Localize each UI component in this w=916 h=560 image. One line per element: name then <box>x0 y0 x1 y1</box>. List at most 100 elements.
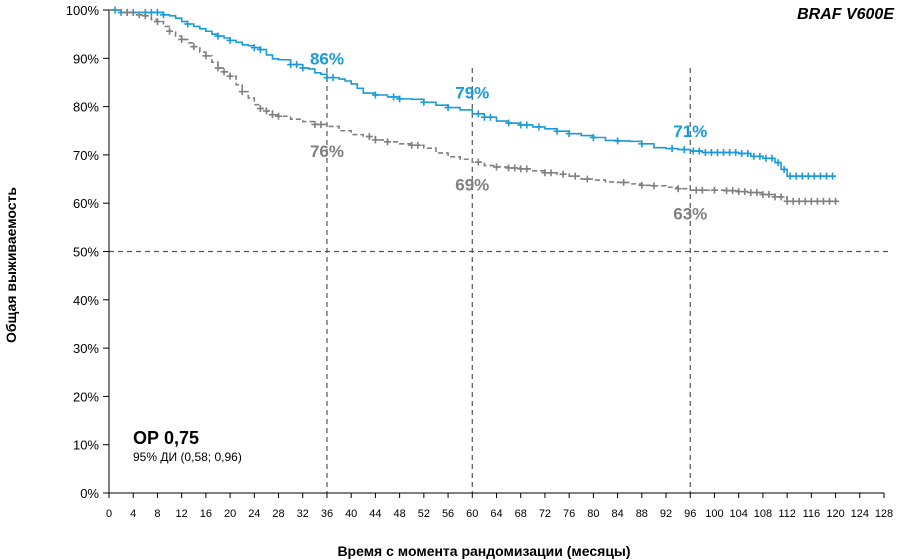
y-tick-label: 10% <box>73 438 99 453</box>
censor-mark <box>614 137 622 145</box>
y-tick-label: 90% <box>73 51 99 66</box>
x-tick-label: 20 <box>224 508 236 520</box>
censor-mark <box>571 172 579 180</box>
censor-mark <box>250 44 258 52</box>
censor-mark <box>256 46 264 54</box>
censor-mark <box>214 64 222 72</box>
censor-mark <box>256 105 264 113</box>
censor-mark <box>414 141 422 149</box>
y-axis-title: Общая выживаемость <box>3 187 19 343</box>
censor-mark <box>371 136 379 144</box>
censor-mark <box>123 8 131 16</box>
censor-mark <box>565 130 573 138</box>
censor-mark <box>384 138 392 146</box>
censor-mark <box>517 165 525 173</box>
y-tick-label: 80% <box>73 100 99 115</box>
censor-mark <box>390 93 398 101</box>
chart-title: BRAF V600E <box>797 6 895 23</box>
censor-mark <box>408 141 416 149</box>
censor-mark <box>474 158 482 166</box>
x-tick-label: 64 <box>490 508 502 520</box>
censor-mark <box>813 197 821 205</box>
censor-mark <box>147 8 155 16</box>
annotation-layer: 86% 79% 71% 76% 69% 63% <box>310 50 707 224</box>
x-tick-label: 108 <box>754 508 772 520</box>
censor-mark <box>141 12 149 20</box>
censor-mark <box>159 11 167 19</box>
survival-rate-label: 76% <box>310 142 344 161</box>
censor-mark <box>674 185 682 193</box>
censor-mark <box>668 145 676 153</box>
censor-mark <box>777 193 785 201</box>
censor-mark <box>738 149 746 157</box>
x-tick-label: 120 <box>826 508 844 520</box>
censor-mark <box>732 148 740 156</box>
y-tick-label: 70% <box>73 148 99 163</box>
axes: 0%10%20%30%40%50%60%70%80%90%100%0 4 8 12 16… <box>66 3 893 520</box>
censor-mark <box>726 148 734 156</box>
censor-mark <box>810 172 818 180</box>
hazard-ratio-label: ОР 0,75 <box>133 428 199 448</box>
x-tick-label: 84 <box>611 508 623 520</box>
censor-mark <box>184 20 192 28</box>
censor-mark <box>153 18 161 26</box>
censor-mark <box>323 74 331 82</box>
censor-mark <box>680 146 688 154</box>
series-layer <box>109 6 840 205</box>
survival-rate-label: 79% <box>455 83 489 102</box>
y-tick-label: 40% <box>73 293 99 308</box>
censor-mark <box>829 172 837 180</box>
censor-mark <box>759 191 767 199</box>
x-tick-label: 92 <box>660 508 672 520</box>
censor-mark <box>765 191 773 199</box>
censor-mark <box>832 197 840 205</box>
x-tick-label: 100 <box>705 508 723 520</box>
censor-mark <box>511 164 519 172</box>
censor-mark <box>317 120 325 128</box>
x-tick-label: 96 <box>684 508 696 520</box>
censor-mark <box>744 149 752 157</box>
censor-mark <box>493 163 500 171</box>
censor-mark <box>589 134 597 142</box>
censor-mark <box>190 43 198 51</box>
y-tick-label: 20% <box>73 389 99 404</box>
survival-rate-label: 71% <box>673 122 707 141</box>
censor-mark <box>505 119 513 127</box>
censor-mark <box>238 88 246 96</box>
censor-mark <box>713 148 721 156</box>
x-axis-title: Время с момента рандомизации (месяцы) <box>337 543 630 559</box>
x-tick-label: 80 <box>587 508 599 520</box>
x-tick-label: 52 <box>418 508 430 520</box>
censor-mark <box>795 197 803 205</box>
censor-mark <box>153 8 161 16</box>
censor-mark <box>523 165 531 173</box>
x-tick-label: 28 <box>272 508 284 520</box>
censor-mark <box>822 172 830 180</box>
censor-mark <box>735 188 743 196</box>
censor-mark <box>396 95 404 103</box>
censor-mark <box>226 36 234 44</box>
censor-mark <box>768 154 776 162</box>
censor-mark <box>707 148 715 156</box>
censor-mark <box>729 187 737 195</box>
censor-mark <box>774 159 782 167</box>
censor-mark <box>756 152 764 160</box>
censor-mark <box>329 74 337 82</box>
censor-mark <box>798 172 806 180</box>
censor-mark <box>695 147 703 155</box>
x-tick-label: 32 <box>297 508 309 520</box>
x-tick-label: 4 <box>130 508 136 520</box>
x-tick-label: 72 <box>539 508 551 520</box>
x-tick-label: 104 <box>730 508 748 520</box>
censor-mark <box>214 32 222 40</box>
censor-mark <box>804 172 812 180</box>
censor-mark <box>553 127 561 135</box>
y-tick-label: 30% <box>73 341 99 356</box>
censor-mark <box>299 64 307 72</box>
censor-mark <box>762 154 770 162</box>
censor-mark <box>689 147 697 155</box>
censor-mark <box>701 148 709 156</box>
x-tick-label: 128 <box>875 508 893 520</box>
x-tick-label: 8 <box>154 508 160 520</box>
censor-mark <box>535 123 543 131</box>
